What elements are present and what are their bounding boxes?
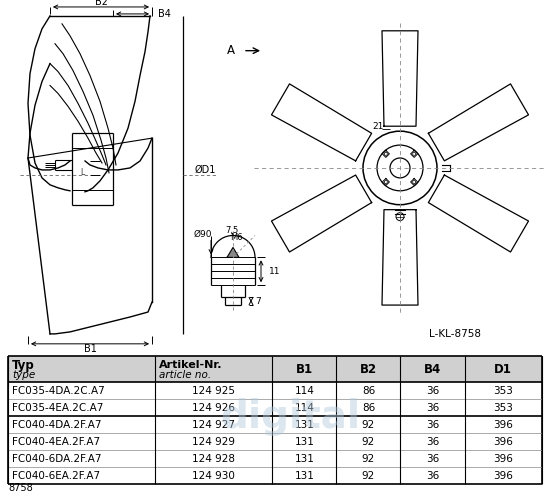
Text: 92: 92 (362, 470, 375, 481)
Text: Artikel-Nr.: Artikel-Nr. (159, 360, 222, 370)
Text: FC040-4DA.2F.A7: FC040-4DA.2F.A7 (12, 420, 102, 430)
Text: 131: 131 (294, 420, 314, 430)
Text: 7: 7 (255, 297, 261, 306)
Text: 8758: 8758 (8, 483, 33, 492)
Text: FC040-6DA.2F.A7: FC040-6DA.2F.A7 (12, 454, 102, 463)
Text: ØD1: ØD1 (194, 165, 216, 175)
Text: 86: 86 (362, 402, 375, 413)
Text: article no.: article no. (159, 370, 211, 380)
Text: 124 926: 124 926 (192, 402, 235, 413)
Text: 396: 396 (493, 436, 513, 447)
Text: A: A (227, 44, 235, 57)
Text: 396: 396 (493, 454, 513, 463)
Text: 124 930: 124 930 (192, 470, 235, 481)
Text: 21: 21 (372, 122, 384, 131)
Bar (8, 356, 542, 382)
Text: 131: 131 (294, 470, 314, 481)
Text: 131: 131 (294, 436, 314, 447)
Text: 36: 36 (426, 386, 439, 396)
Text: 124 927: 124 927 (192, 420, 235, 430)
Text: Typ: Typ (12, 359, 35, 372)
Text: 353: 353 (493, 386, 513, 396)
Text: 124 925: 124 925 (192, 386, 235, 396)
Text: D1: D1 (494, 363, 512, 376)
Text: digital: digital (220, 398, 360, 436)
Text: type: type (12, 370, 35, 380)
Text: 396: 396 (493, 470, 513, 481)
Text: 36: 36 (426, 470, 439, 481)
Text: 7,5: 7,5 (225, 226, 238, 235)
Text: FC040-6EA.2F.A7: FC040-6EA.2F.A7 (12, 470, 100, 481)
Text: FC035-4DA.2C.A7: FC035-4DA.2C.A7 (12, 386, 104, 396)
Text: B4: B4 (157, 9, 170, 19)
Text: 36: 36 (426, 436, 439, 447)
Text: 36: 36 (426, 402, 439, 413)
Text: B1: B1 (84, 344, 96, 354)
Text: 114: 114 (294, 402, 314, 413)
Polygon shape (227, 247, 239, 257)
Text: 396: 396 (493, 420, 513, 430)
Text: 36: 36 (426, 454, 439, 463)
Text: FC040-4EA.2F.A7: FC040-4EA.2F.A7 (12, 436, 100, 447)
Text: L: L (80, 168, 84, 178)
Text: L-KL-8758: L-KL-8758 (429, 329, 481, 339)
Text: 92: 92 (362, 436, 375, 447)
Text: 92: 92 (362, 420, 375, 430)
Text: 131: 131 (294, 454, 314, 463)
Text: 92: 92 (362, 454, 375, 463)
Text: 86: 86 (362, 386, 375, 396)
Text: 353: 353 (493, 402, 513, 413)
Text: 124 928: 124 928 (192, 454, 235, 463)
Text: B2: B2 (360, 363, 377, 376)
Text: M6: M6 (230, 233, 243, 242)
Text: 114: 114 (294, 386, 314, 396)
Text: 124 929: 124 929 (192, 436, 235, 447)
Text: FC035-4EA.2C.A7: FC035-4EA.2C.A7 (12, 402, 103, 413)
Text: 36: 36 (426, 420, 439, 430)
Text: B4: B4 (424, 363, 441, 376)
Text: B1: B1 (296, 363, 313, 376)
Text: 11: 11 (269, 267, 280, 276)
Text: Ø90: Ø90 (194, 230, 212, 239)
Text: B2: B2 (95, 0, 107, 7)
